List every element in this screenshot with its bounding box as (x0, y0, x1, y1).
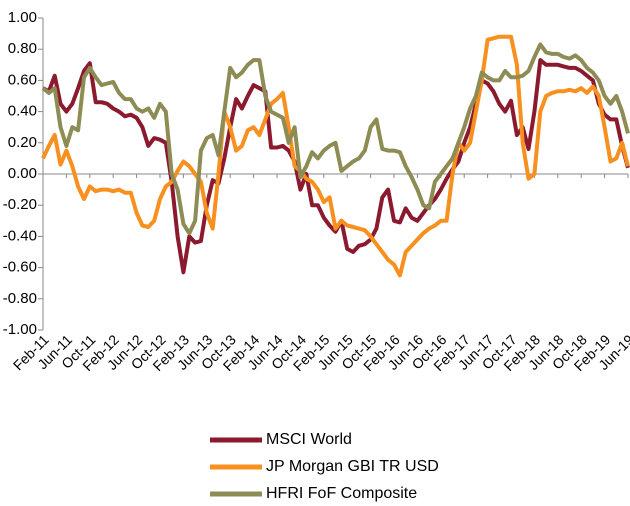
y-tick-label: 0.40 (8, 103, 37, 120)
y-tick-label: -0.40 (3, 227, 37, 244)
y-tick-label: 0.60 (8, 71, 37, 88)
y-tick-label: 0.20 (8, 134, 37, 151)
y-tick-label: -0.20 (3, 196, 37, 213)
series-line (41, 34, 630, 278)
y-tick-label: 0.80 (8, 40, 37, 57)
y-tick-label: -0.60 (3, 259, 37, 276)
y-tick-label: 0.00 (8, 165, 37, 182)
legend-label: HFRI FoF Composite (266, 485, 417, 502)
series-line (42, 58, 630, 275)
legend-label: JP Morgan GBI TR USD (266, 458, 439, 475)
legend-label: MSCI World (266, 431, 352, 448)
y-tick-label: -1.00 (3, 321, 37, 338)
y-tick-label: -0.80 (3, 290, 37, 307)
series-line (41, 42, 630, 236)
y-tick-label: 1.00 (8, 9, 37, 26)
